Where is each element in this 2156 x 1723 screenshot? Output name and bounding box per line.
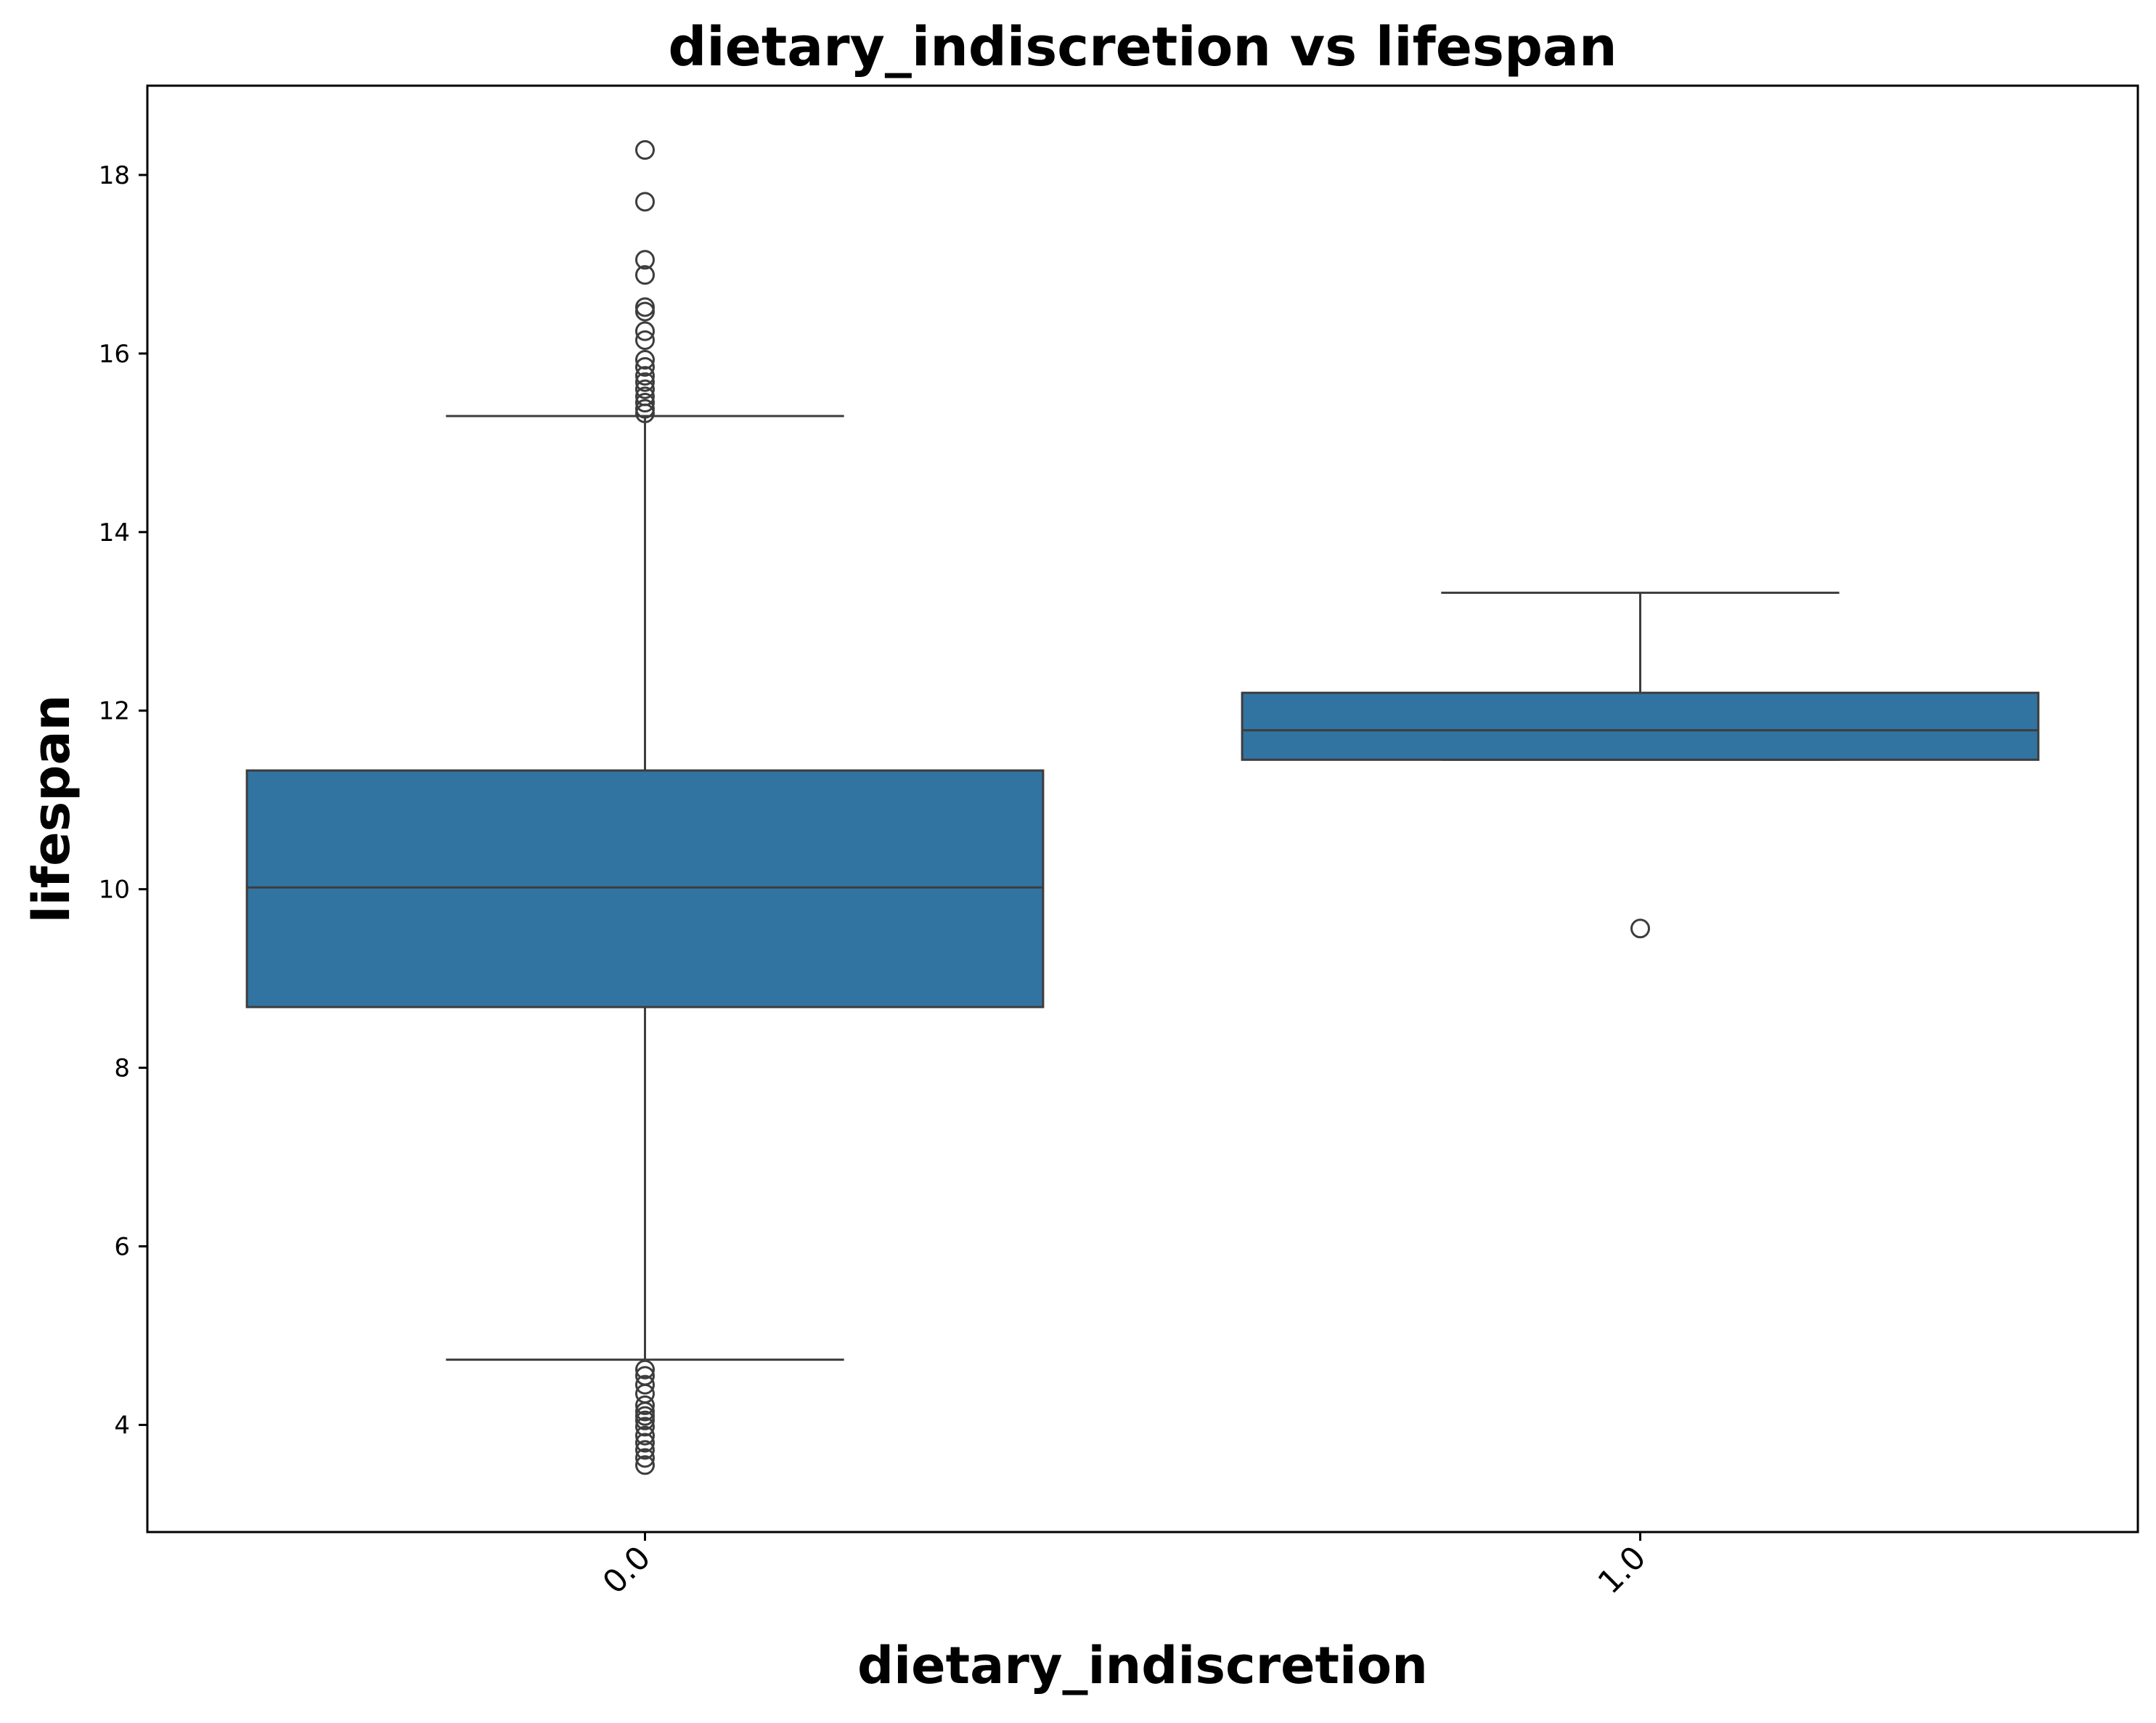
- outlier-point: [635, 1440, 655, 1460]
- outlier-point: [635, 250, 655, 270]
- outlier-point: [635, 1359, 655, 1380]
- chart-title: dietary_indiscretion vs lifespan: [668, 16, 1617, 78]
- y-tick-label: 14: [99, 518, 130, 547]
- outlier-point: [635, 372, 655, 392]
- outlier-point: [635, 1425, 655, 1446]
- outlier-point: [635, 192, 655, 212]
- outlier-point: [635, 265, 655, 285]
- y-axis-ticks: 4 6 8 10 12 14 16 18: [99, 161, 147, 1440]
- x-axis-label: dietary_indiscretion: [857, 1636, 1428, 1695]
- outlier-point: [635, 1448, 655, 1468]
- y-tick-label: 10: [99, 876, 130, 905]
- box-group-0.0: [245, 140, 1045, 1475]
- axes-frame: [146, 84, 2139, 1533]
- plot-area: [245, 140, 2040, 1475]
- outlier-point: [635, 1374, 655, 1395]
- outlier-point: [635, 349, 655, 370]
- outlier-point: [635, 330, 655, 350]
- outlier-point: [635, 301, 655, 322]
- outlier-point: [635, 1417, 655, 1437]
- y-axis-label: lifespan: [22, 695, 81, 924]
- outlier-point: [635, 379, 655, 399]
- outlier-point: [635, 140, 655, 160]
- outlier-point: [635, 366, 655, 386]
- outlier-point: [635, 1410, 655, 1430]
- outlier-point: [1630, 918, 1650, 939]
- y-tick-label: 4: [114, 1411, 130, 1440]
- y-tick-label: 8: [114, 1054, 130, 1083]
- outlier-point: [635, 403, 655, 423]
- outlier-point: [635, 321, 655, 341]
- y-tick-label: 16: [99, 340, 130, 369]
- outlier-point: [635, 393, 655, 413]
- outlier-point: [635, 357, 655, 377]
- y-tick-label: 12: [99, 697, 130, 726]
- box: [1241, 691, 2040, 761]
- box-group-1.0: [1241, 591, 2040, 939]
- box: [245, 769, 1045, 1009]
- outlier-point: [635, 1395, 655, 1415]
- outlier-point: [635, 1455, 655, 1475]
- outlier-point: [635, 1433, 655, 1453]
- y-tick-label: 18: [99, 161, 130, 190]
- y-tick-label: 6: [114, 1233, 130, 1262]
